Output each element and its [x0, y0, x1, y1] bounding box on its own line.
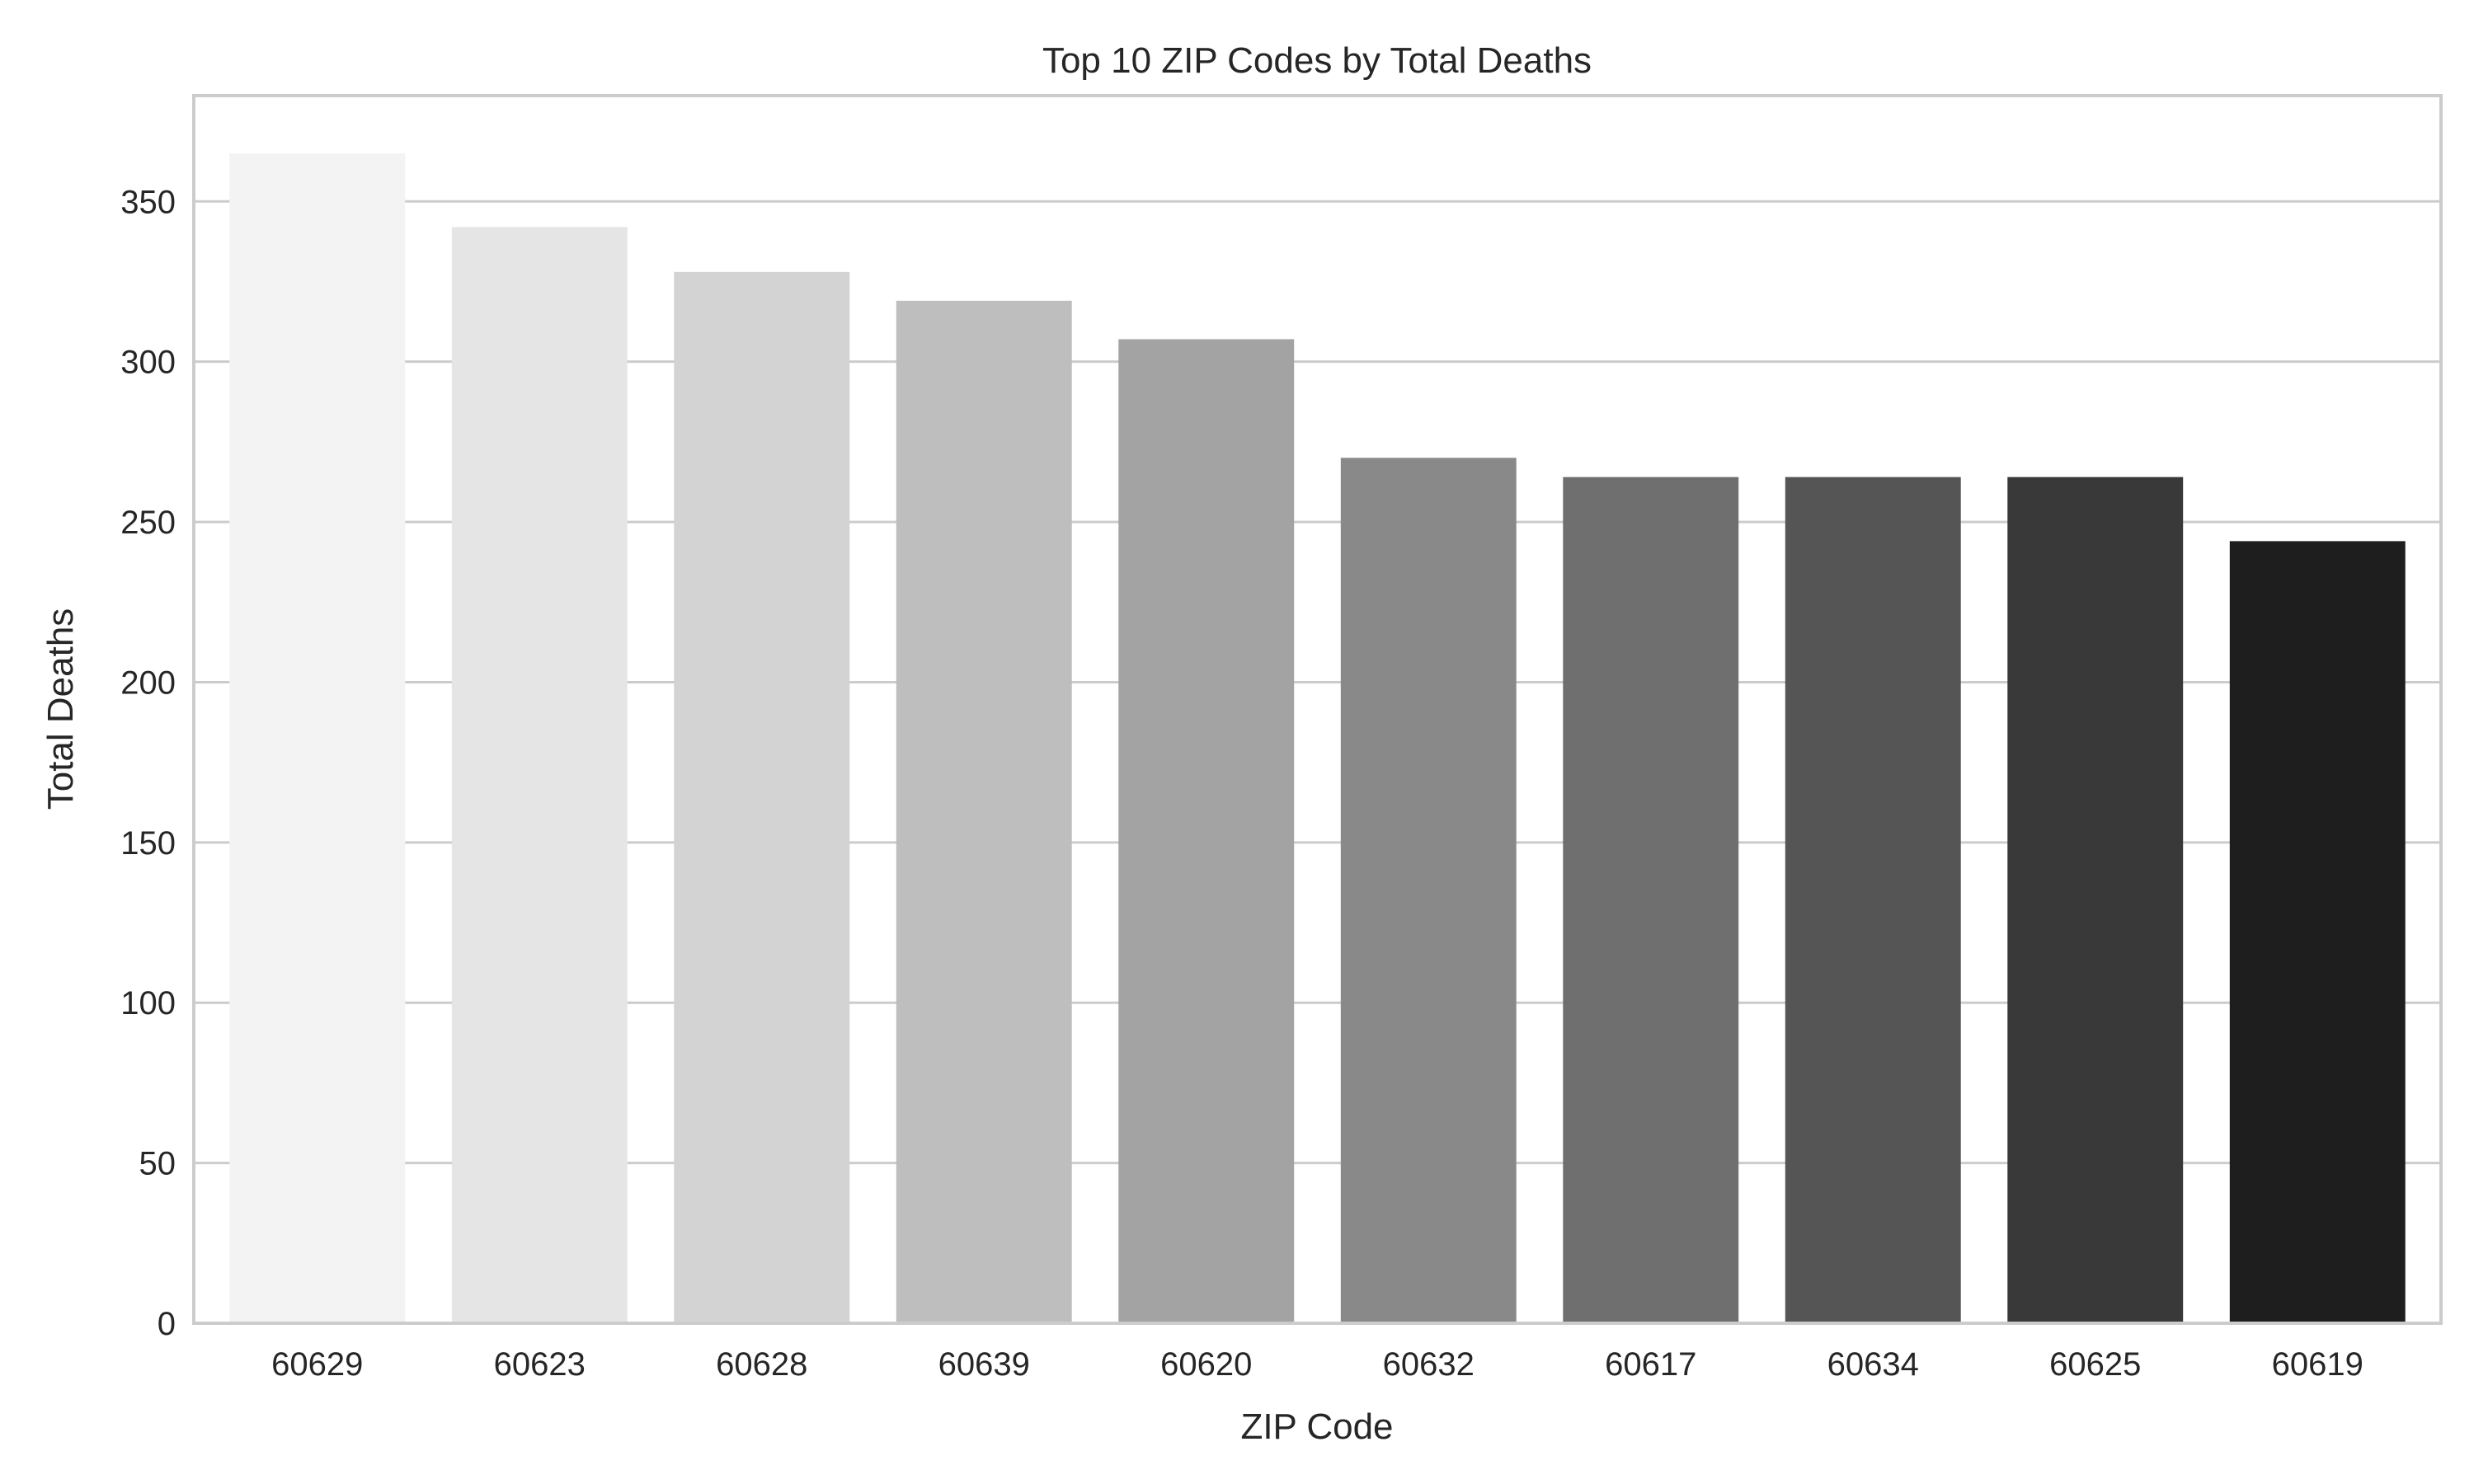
- x-tick-label: 60634: [1827, 1346, 1919, 1383]
- y-tick-label: 50: [139, 1146, 176, 1182]
- plot-frame: [192, 94, 2443, 1325]
- x-tick-label: 60623: [494, 1346, 586, 1383]
- x-tick-label: 60619: [2272, 1346, 2363, 1383]
- x-tick-label: 60617: [1605, 1346, 1696, 1383]
- chart-title: Top 10 ZIP Codes by Total Deaths: [1042, 40, 1592, 81]
- bar-60632: [1340, 458, 1517, 1324]
- x-tick-label: 60639: [938, 1346, 1030, 1383]
- x-axis-label: ZIP Code: [1240, 1407, 1393, 1447]
- bar-60617: [1563, 477, 1739, 1324]
- x-tick-label: 60629: [271, 1346, 363, 1383]
- bar-60634: [1785, 477, 1961, 1324]
- y-tick-label: 0: [158, 1306, 176, 1342]
- bars: [229, 153, 2406, 1324]
- bar-60623: [451, 227, 628, 1324]
- y-tick-label: 200: [120, 665, 176, 701]
- y-axis-label: Total Deaths: [40, 608, 81, 810]
- y-tick-label: 150: [120, 825, 176, 862]
- x-tick-label: 60625: [2049, 1346, 2141, 1383]
- y-tick-label: 300: [120, 345, 176, 381]
- x-tick-label: 60628: [716, 1346, 807, 1383]
- bar-60620: [1118, 339, 1295, 1323]
- bar-60628: [674, 271, 850, 1323]
- bar-60639: [896, 300, 1072, 1323]
- y-tick-label: 250: [120, 505, 176, 541]
- bar-60629: [229, 153, 406, 1323]
- x-tick-label: 60632: [1383, 1346, 1475, 1383]
- y-tick-label: 100: [120, 985, 176, 1021]
- y-tick-label: 350: [120, 184, 176, 220]
- y-ticks: 0 50 100 150 200 250 300 350: [120, 184, 176, 1342]
- x-tick-label: 60620: [1160, 1346, 1252, 1383]
- bar-60625: [2007, 477, 2184, 1324]
- bar-60619: [2229, 541, 2406, 1323]
- x-ticks: 60629 60623 60628 60639 60620 60632 60617 60634…: [271, 1346, 2363, 1383]
